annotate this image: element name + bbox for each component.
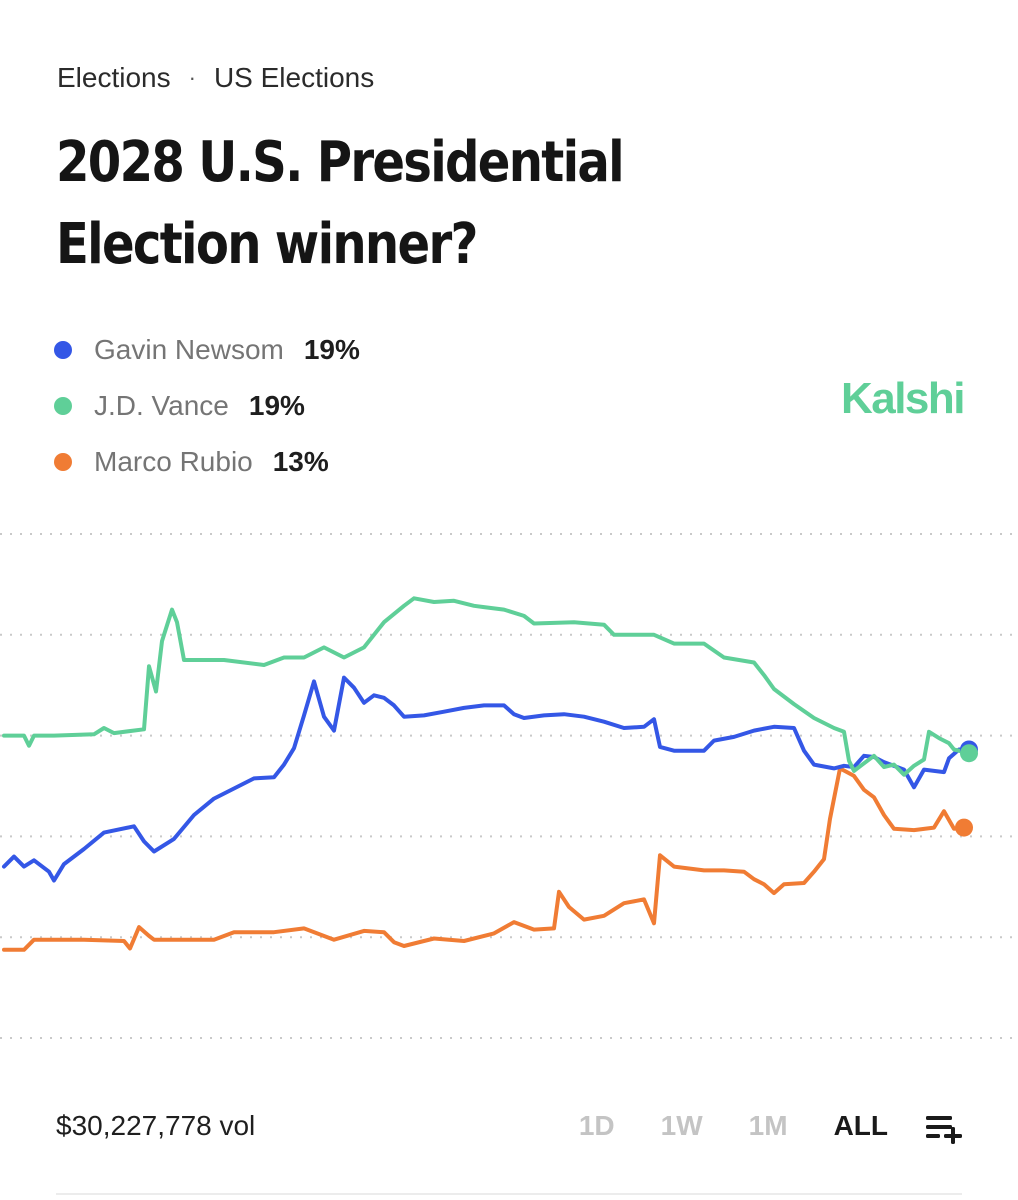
legend-name-rubio: Marco Rubio: [94, 446, 253, 477]
series-end-point-j-d-vance: [960, 744, 978, 763]
series-line-gavin-newsom: [2, 675, 971, 883]
breadcrumb-us-elections[interactable]: US Elections: [213, 62, 375, 93]
legend-value-vance: 19%: [248, 390, 305, 421]
price-chart[interactable]: [0, 500, 1018, 1060]
series-end-point-marco-rubio: [955, 818, 973, 837]
kalshi-logo: Kalshi: [840, 374, 966, 423]
range-all-button[interactable]: ALL: [833, 1110, 888, 1141]
volume-label: $30,227,778 vol: [56, 1110, 256, 1141]
series-line-j-d-vance: [2, 596, 971, 777]
legend-name-newsom: Gavin Newsom: [94, 334, 284, 365]
chart-legend: Gavin Newsom 19% J.D. Vance 19% Marco Ru…: [54, 322, 360, 490]
chart-footer: $30,227,778 vol 1D 1W 1M ALL: [0, 1100, 1018, 1152]
breadcrumb-separator: ·: [188, 65, 196, 90]
range-1d-button[interactable]: 1D: [578, 1110, 615, 1141]
range-selector: 1D 1W 1M ALL: [533, 1110, 888, 1142]
legend-dot-newsom: [54, 341, 72, 359]
breadcrumb: Elections · US Elections: [57, 62, 374, 94]
breadcrumb-elections[interactable]: Elections: [57, 62, 171, 93]
series-line-marco-rubio: [2, 766, 966, 952]
legend-dot-vance: [54, 397, 72, 415]
legend-value-rubio: 13%: [272, 446, 329, 477]
legend-dot-rubio: [54, 453, 72, 471]
legend-item-newsom: Gavin Newsom 19%: [54, 322, 360, 378]
page-title: 2028 U.S. Presidential Election winner?: [56, 130, 625, 277]
bottom-divider: [56, 1193, 962, 1195]
legend-item-rubio: Marco Rubio 13%: [54, 434, 360, 490]
range-1w-button[interactable]: 1W: [660, 1110, 703, 1141]
legend-name-vance: J.D. Vance: [94, 390, 229, 421]
compare-add-icon[interactable]: [926, 1112, 966, 1144]
legend-value-newsom: 19%: [303, 334, 360, 365]
range-1m-button[interactable]: 1M: [748, 1110, 788, 1141]
legend-item-vance: J.D. Vance 19%: [54, 378, 360, 434]
